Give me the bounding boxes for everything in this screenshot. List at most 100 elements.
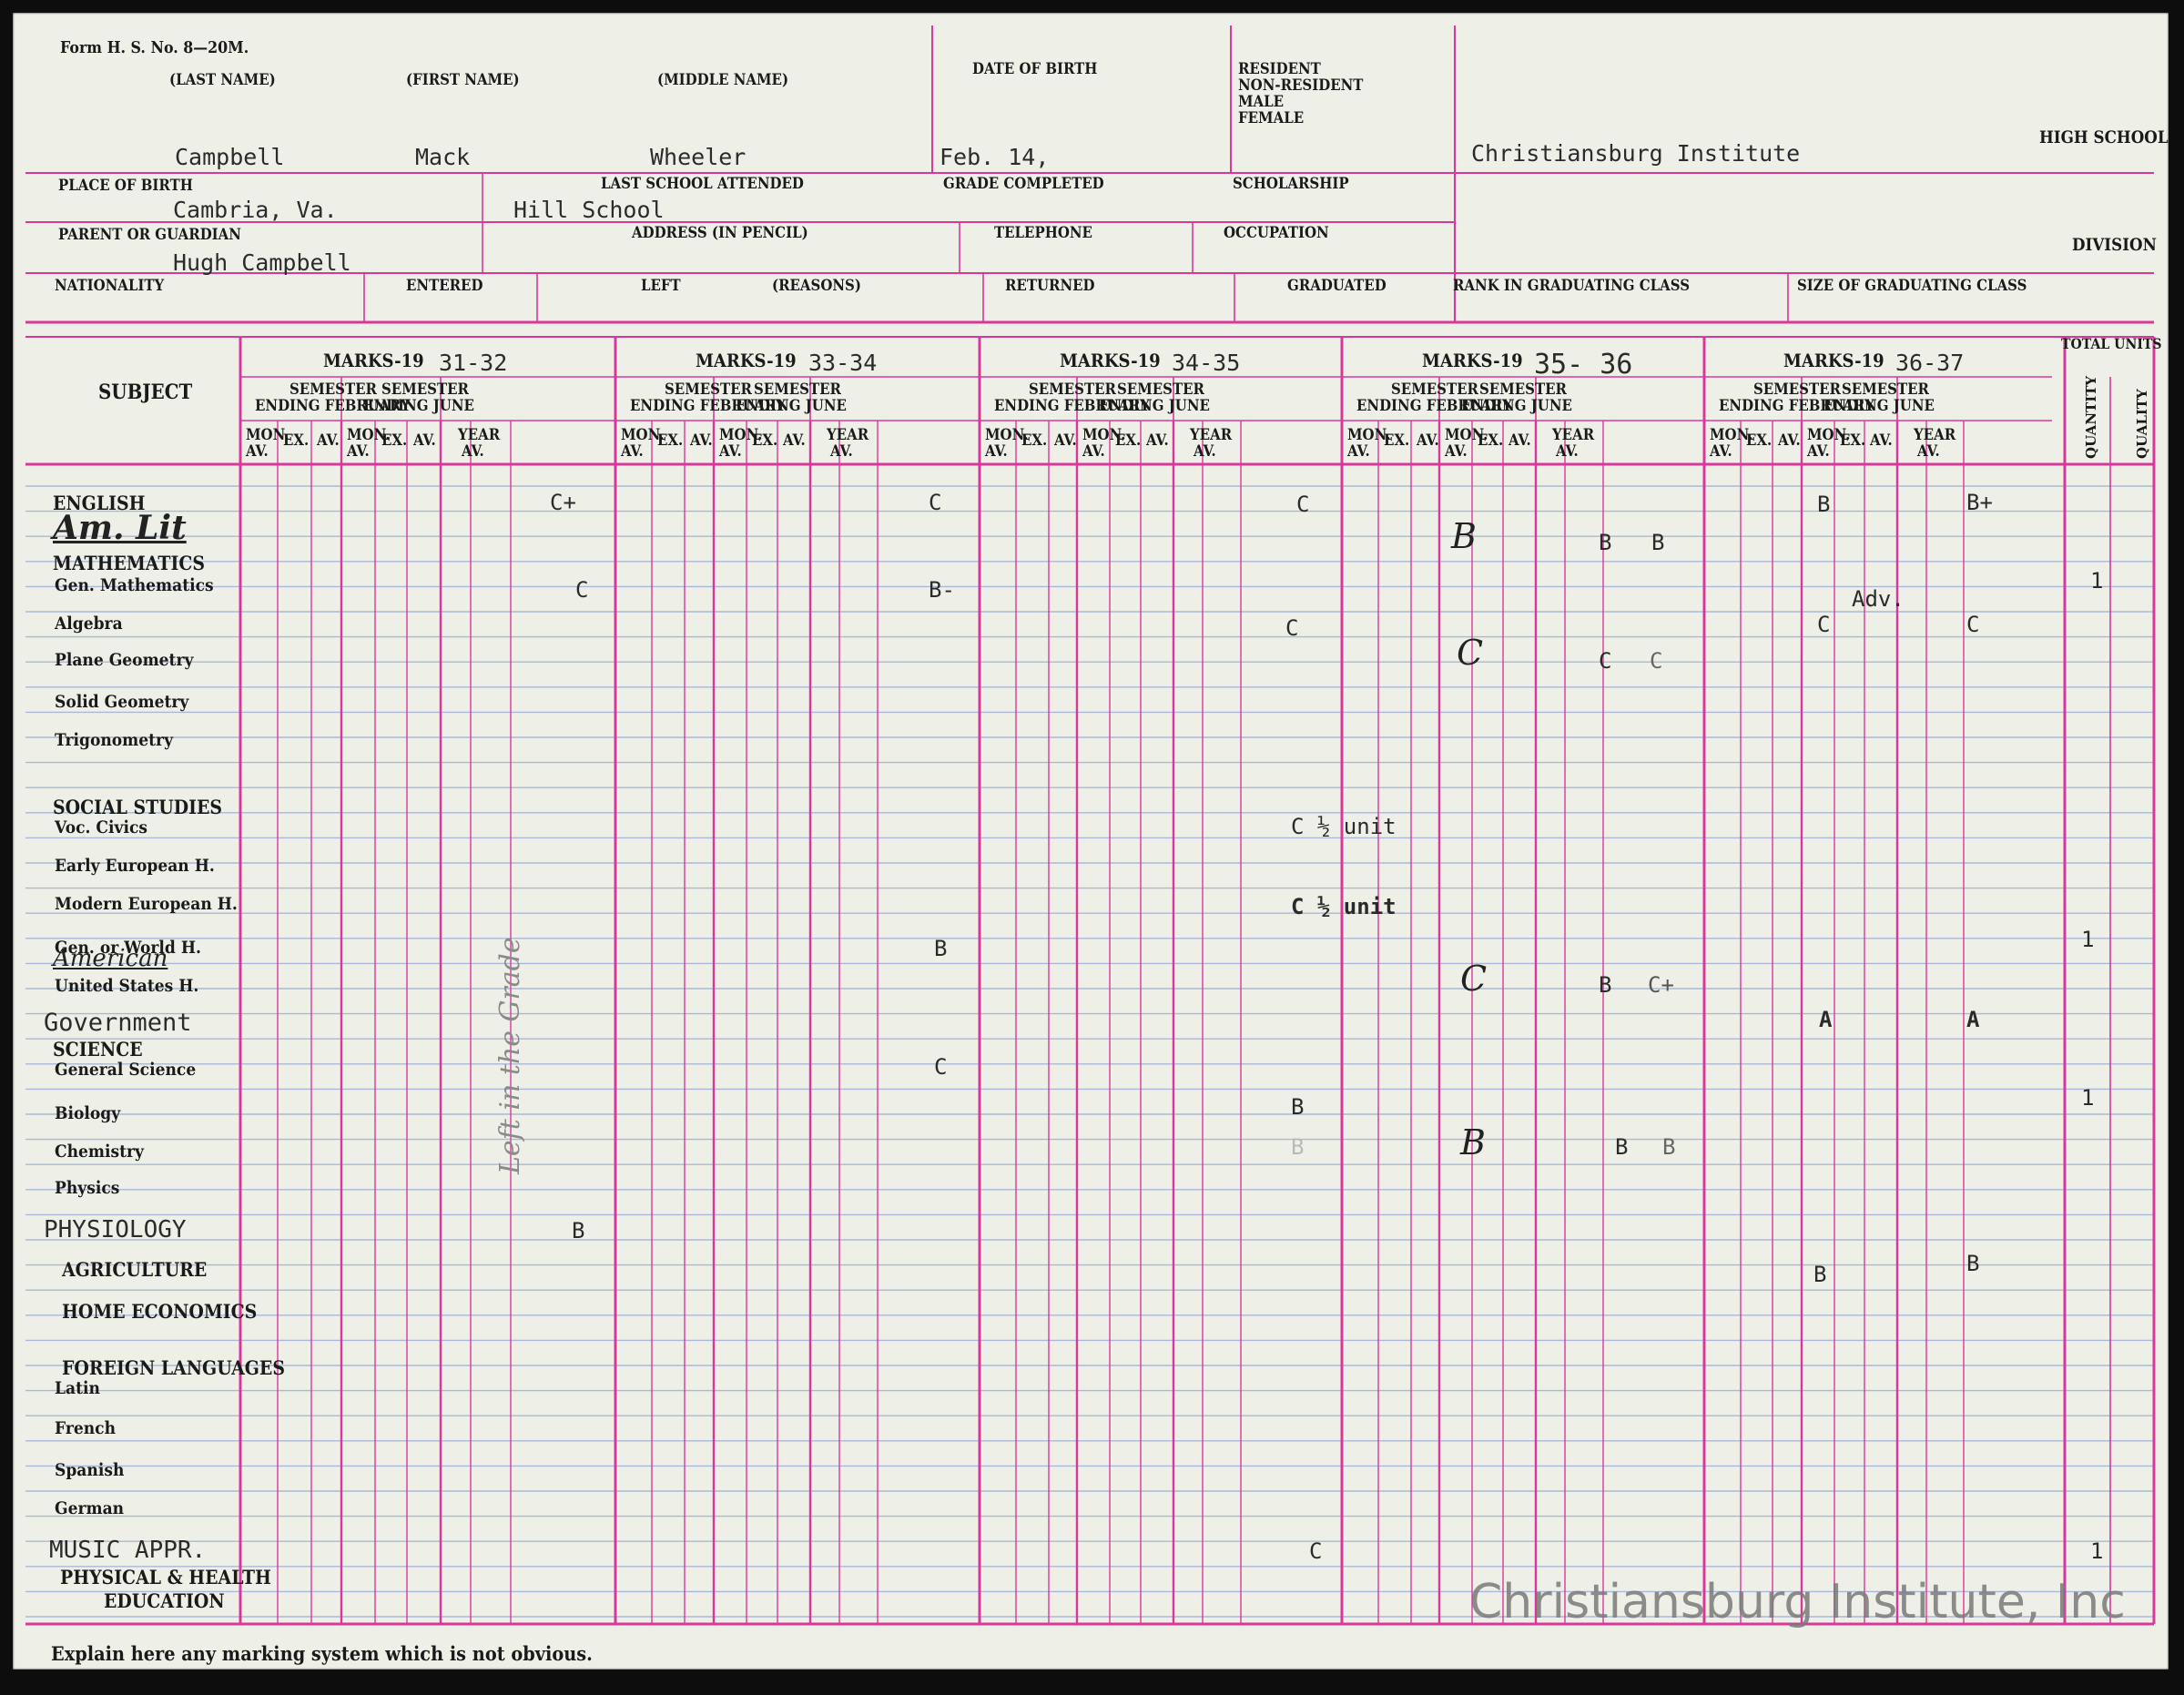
amlit-35-36-june: B [1599,530,1612,555]
mon-av-label: AV. [347,442,370,461]
marks-year-value: 34-35 [1172,350,1241,376]
semester-june-label: SEMESTER [381,381,469,399]
subject-label: Biology [55,1103,121,1123]
av-label: AV. [1508,431,1531,450]
ex-label: EX. [283,431,310,450]
semester-feb-label: ENDING FEBRUARY [1719,397,1874,415]
address-label: ADDRESS (IN PENCIL) [632,224,808,242]
middle-name-label: (MIDDLE NAME) [657,71,789,89]
av-label: AV. [690,431,713,450]
quantity-label: QUANTITY [2083,375,2099,459]
mon-av-label: MON. [621,426,665,444]
rank-label: RANK IN GRADUATING CLASS [1453,277,1691,295]
semester-feb-label: ENDING FEBRUARY [630,397,786,415]
mon-av-label: AV. [1710,442,1732,461]
subject-label: HOME ECONOMICS [62,1300,258,1323]
english-36-37-feb: B [1817,492,1831,517]
division-label: DIVISION [2072,235,2157,255]
music-34-35: C [1309,1538,1323,1564]
mon-av-label: MON. [1710,426,1753,444]
last-name-value: Campbell [175,144,285,170]
mon-av-label: MON. [1082,426,1126,444]
plane-35-36-year: C [1650,648,1663,674]
physiology-added: PHYSIOLOGY [44,1216,187,1243]
english-33-34-value: C [929,490,942,515]
mon-av-label: AV. [719,442,742,461]
mon-av-label: MON. [1445,426,1488,444]
returned-label: RETURNED [1005,277,1095,295]
av-label: AV. [317,431,340,450]
algebra-36-37-year: C [1966,612,1980,637]
subject-label: PHYSICAL & HEALTH [60,1566,271,1588]
chem-35-36-june: B [1615,1134,1629,1160]
high-school-value: Christiansburg Institute [1471,140,1801,167]
bio-34-35: B [1291,1094,1305,1120]
mon-av-label: MON. [1807,426,1851,444]
date-of-birth-label: DATE OF BIRTH [972,60,1098,78]
mon-av-label: AV. [1082,442,1105,461]
marks-year-prefix: MARKS-19 [1783,350,1884,371]
english-36-37-year: B+ [1966,490,1993,515]
physiology-31-32: B [572,1218,585,1243]
subject-label: Algebra [55,614,123,634]
marks-year-value: 31-32 [439,350,508,376]
subject-label: EDUCATION [104,1589,225,1612]
year-av-label: YEAR [458,426,501,444]
amlit-35-36-feb: B [1451,516,1477,556]
subject-label: Trigonometry [55,730,174,750]
occupation-label: OCCUPATION [1224,224,1329,242]
high-school-label: HIGH SCHOOL [2039,127,2169,147]
ex-label: EX. [657,431,684,450]
music-added: MUSIC APPR. [49,1537,207,1564]
margin-note: Left in the Grade [494,937,526,1174]
middle-name-value: Wheeler [650,144,747,170]
first-name-label: (FIRST NAME) [406,71,520,89]
genmath-33-34: B- [929,577,955,603]
music-units: 1 [2090,1538,2104,1564]
am-lit-added: Am. Lit [53,509,187,547]
subject-label: FOREIGN LANGUAGES [62,1356,285,1379]
english-31-32: C+ [550,490,576,515]
year-av-label: YEAR [1190,426,1233,444]
semester-june-label: ENDING JUNE [1823,397,1935,415]
first-name-value: Mack [415,144,471,170]
last-name-label: (LAST NAME) [169,71,276,89]
world-units: 1 [2081,927,2095,952]
marks-year-prefix: MARKS-19 [323,350,424,371]
subject-label: Modern European H. [55,894,238,914]
marks-year-value: 36-37 [1895,350,1965,376]
year-av-label: AV. [830,442,853,461]
size-label: SIZE OF GRADUATING CLASS [1797,277,2027,295]
modern-34-35: C ½ unit [1291,894,1397,919]
left-label: LEFT [641,277,681,295]
mon-av-label: AV. [985,442,1008,461]
semester-feb-label: SEMESTER [1029,381,1116,399]
subject-label: ENGLISH [53,492,146,514]
subject-label: Latin [55,1378,100,1398]
year-av-label: AV. [1556,442,1579,461]
world-33-34: B [934,936,948,961]
genmath-31-32: C [575,577,589,603]
civics-34-35: C ½ unit [1291,814,1397,839]
semester-feb-label: SEMESTER [1391,381,1478,399]
av-label: AV. [1146,431,1169,450]
subject-label: SCIENCE [53,1038,143,1061]
ex-label: EX. [1478,431,1504,450]
marks-year-value: 33-34 [808,350,878,376]
algebra-36-37-feb: C [1817,612,1831,637]
ex-label: EX. [381,431,408,450]
subject-label: AGRICULTURE [62,1258,208,1281]
grade-completed-label: GRADE COMPLETED [943,175,1104,193]
semester-feb-label: SEMESTER [1753,381,1841,399]
male-label: MALE [1238,93,1285,111]
semester-june-label: SEMESTER [1842,381,1929,399]
mon-av-label: MON. [985,426,1029,444]
subject-label: United States H. [55,976,199,996]
english-34-35: C [1296,492,1310,517]
av-label: AV. [1417,431,1439,450]
subject-label: Gen. Mathematics [55,575,214,595]
chem-35-36-year: B [1662,1134,1676,1160]
av-label: AV. [1054,431,1077,450]
marks-year-value: 35- 36 [1534,349,1633,381]
subject-label: Physics [55,1178,120,1198]
